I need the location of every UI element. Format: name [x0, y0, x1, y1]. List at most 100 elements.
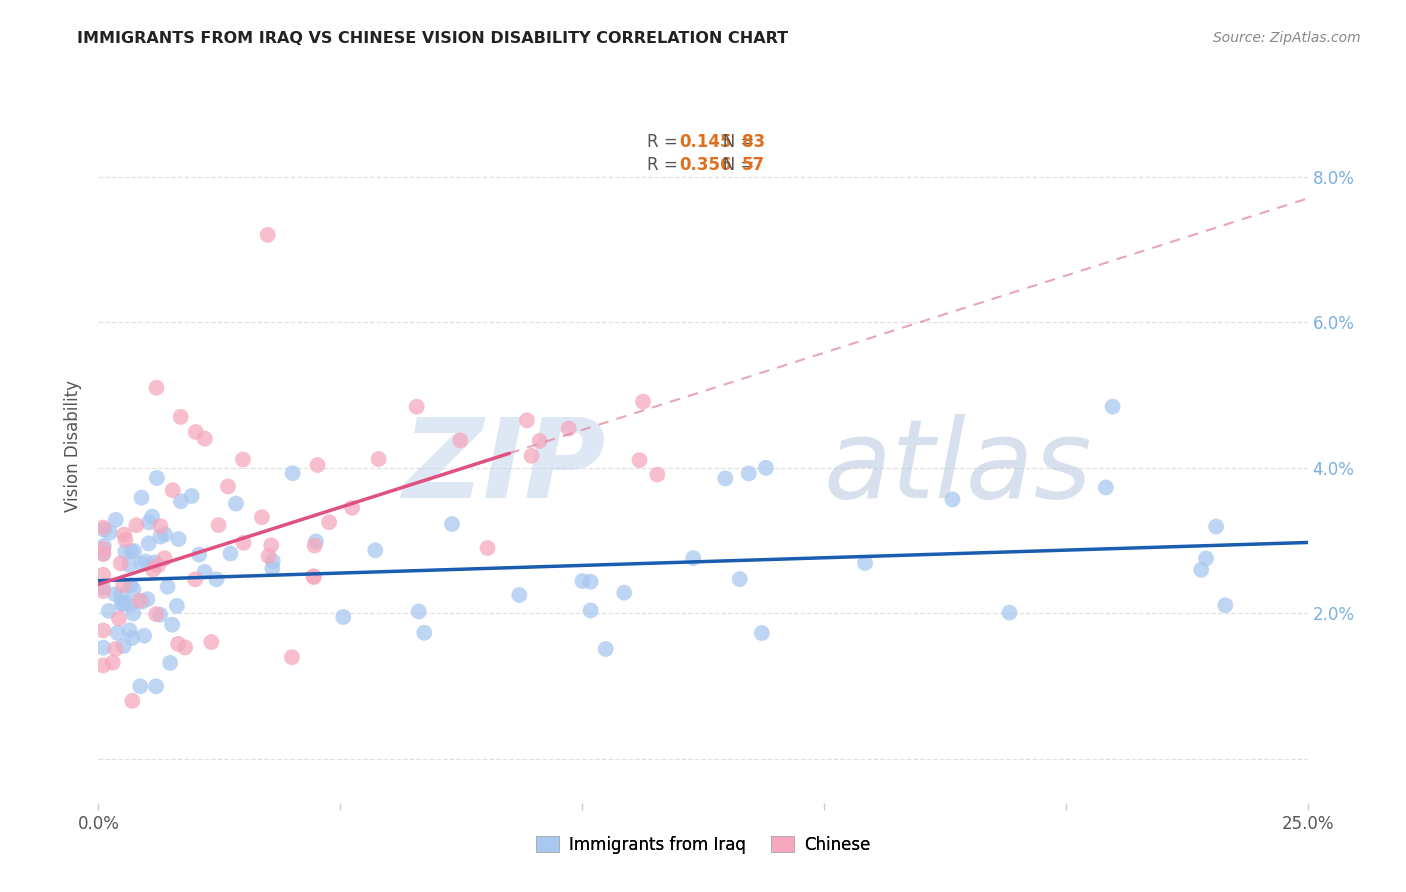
Point — [91, 658, 114, 673]
Point — [571, 574, 593, 588]
Point — [219, 547, 242, 561]
Point — [256, 227, 278, 242]
Point — [340, 500, 363, 515]
Point — [122, 582, 145, 597]
Point — [146, 471, 169, 485]
Point — [516, 413, 538, 427]
Point — [250, 510, 273, 524]
Point — [118, 558, 141, 572]
Point — [998, 606, 1021, 620]
Point — [262, 554, 284, 568]
Point — [93, 539, 115, 553]
Point — [1205, 519, 1227, 533]
Point — [579, 574, 602, 589]
Point — [413, 625, 436, 640]
Point — [207, 518, 229, 533]
Point — [167, 637, 190, 651]
Point — [260, 538, 283, 552]
Point — [408, 605, 430, 619]
Point — [108, 612, 131, 626]
Point — [232, 452, 254, 467]
Text: ZIP: ZIP — [402, 414, 606, 521]
Text: N =: N = — [707, 156, 759, 174]
Point — [200, 635, 222, 649]
Point — [364, 543, 387, 558]
Point — [302, 569, 325, 583]
Point — [232, 536, 254, 550]
Point — [114, 533, 136, 547]
Point — [138, 516, 160, 530]
Legend: Immigrants from Iraq, Chinese: Immigrants from Iraq, Chinese — [524, 824, 882, 866]
Point — [136, 592, 159, 607]
Point — [134, 555, 156, 569]
Point — [98, 525, 121, 540]
Point — [121, 631, 143, 645]
Point — [262, 561, 284, 575]
Point — [613, 585, 636, 599]
Point — [853, 556, 876, 570]
Point — [166, 599, 188, 613]
Point — [156, 580, 179, 594]
Point — [159, 656, 181, 670]
Point — [520, 449, 543, 463]
Point — [111, 596, 134, 610]
Point — [194, 565, 217, 579]
Point — [281, 650, 304, 665]
Point — [405, 400, 427, 414]
Point — [714, 471, 737, 485]
Point — [217, 479, 239, 493]
Point — [141, 509, 163, 524]
Point — [728, 572, 751, 586]
Point — [120, 578, 142, 592]
Point — [131, 557, 153, 571]
Point — [332, 610, 354, 624]
Point — [449, 434, 471, 448]
Text: R =: R = — [647, 134, 682, 152]
Point — [647, 467, 669, 482]
Point — [153, 527, 176, 541]
Point — [149, 519, 172, 533]
Point — [125, 518, 148, 533]
Point — [188, 548, 211, 562]
Point — [114, 545, 136, 559]
Text: 0.356: 0.356 — [679, 156, 731, 174]
Point — [1195, 551, 1218, 566]
Point — [160, 617, 183, 632]
Point — [121, 694, 143, 708]
Point — [131, 594, 153, 608]
Point — [121, 544, 143, 558]
Point — [122, 544, 145, 558]
Point — [145, 381, 167, 395]
Point — [142, 563, 165, 577]
Point — [112, 527, 135, 541]
Point — [93, 523, 115, 537]
Point — [1101, 400, 1123, 414]
Point — [91, 581, 114, 595]
Point — [628, 453, 651, 467]
Point — [307, 458, 329, 472]
Text: 0.145: 0.145 — [679, 134, 731, 152]
Point — [305, 534, 328, 549]
Point — [112, 639, 135, 653]
Point — [180, 489, 202, 503]
Point — [941, 492, 963, 507]
Point — [91, 640, 114, 655]
Point — [205, 572, 228, 586]
Point — [145, 607, 167, 621]
Point — [110, 589, 132, 603]
Point — [104, 513, 127, 527]
Point — [738, 467, 761, 481]
Point — [169, 409, 191, 424]
Point — [149, 530, 172, 544]
Point — [225, 497, 247, 511]
Point — [682, 551, 704, 566]
Point — [167, 532, 190, 546]
Point — [143, 555, 166, 569]
Point — [477, 541, 499, 555]
Point — [134, 629, 156, 643]
Point — [184, 425, 207, 439]
Text: IMMIGRANTS FROM IRAQ VS CHINESE VISION DISABILITY CORRELATION CHART: IMMIGRANTS FROM IRAQ VS CHINESE VISION D… — [77, 31, 789, 46]
Point — [122, 607, 145, 621]
Point — [529, 434, 551, 448]
Point — [93, 547, 115, 561]
